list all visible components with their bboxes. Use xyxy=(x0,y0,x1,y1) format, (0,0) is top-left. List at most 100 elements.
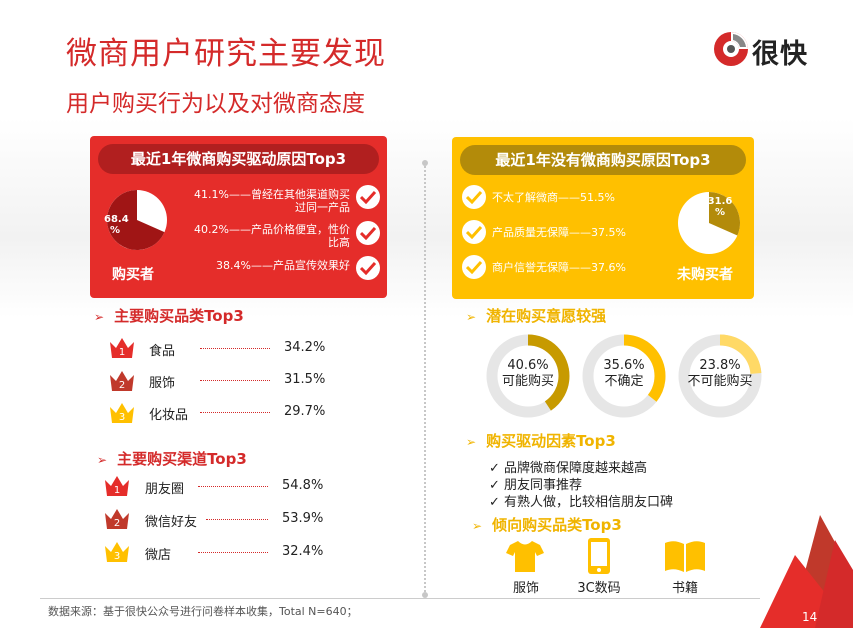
page-title: 微商用户研究主要发现 xyxy=(66,36,386,72)
dotted-leader xyxy=(200,380,270,381)
check-icon xyxy=(462,255,486,279)
buyer-reason: 41.1%——曾经在其他渠道购买 过同一产品 xyxy=(174,188,350,214)
categories-title-text: 主要购买品类Top3 xyxy=(114,307,244,325)
intent-ring-text: 可能购买 xyxy=(501,374,554,389)
nonbuyer-reason: 商户信誉无保障——37.6% xyxy=(492,261,626,274)
buyer-reason-line: 比高 xyxy=(328,236,350,249)
check-icon xyxy=(356,256,380,280)
phone-icon xyxy=(588,538,610,574)
buyer-reason-line: 41.1%——曾经在其他渠道购买 xyxy=(194,188,350,201)
intent-ring-percent: 23.8% xyxy=(699,358,741,373)
crown-rank-number: 3 xyxy=(119,412,125,423)
nonbuyer-pie-slice xyxy=(709,192,740,236)
crown-rank-1-icon: 1 xyxy=(105,476,129,496)
buyer-reason-line: 过同一产品 xyxy=(295,201,350,214)
divider-dot xyxy=(422,160,428,166)
category-name: 化妆品 xyxy=(149,408,189,423)
nonbuyer-card-header: 最近1年没有微商购买原因Top3 xyxy=(460,145,746,175)
preferred-title-text: 倾向购买品类Top3 xyxy=(492,516,622,534)
center-divider xyxy=(424,163,426,595)
intent-ring-percent: 40.6% xyxy=(507,358,549,373)
page-subtitle: 用户购买行为以及对微商态度 xyxy=(66,91,365,117)
preferred-label: 服饰 xyxy=(512,581,539,596)
intent-ring-label: 23.8% 不可能购买 xyxy=(677,358,763,390)
channel-name: 朋友圈 xyxy=(145,482,185,497)
buyer-pie-label: 68.4 % xyxy=(104,214,129,236)
dotted-leader xyxy=(206,519,268,520)
intent-title-text: 潜在购买意愿较强 xyxy=(486,307,607,325)
logo: 很快 xyxy=(712,30,822,70)
preferred-label: 3C数码 xyxy=(577,581,621,596)
channel-value: 32.4% xyxy=(282,544,324,559)
nonbuyer-card: 最近1年没有微商购买原因Top3 不太了解微商——51.5% 产品质量无保障——… xyxy=(452,137,754,299)
nonbuyer-pie-unit: % xyxy=(714,207,726,218)
intent-ring-uncertain xyxy=(582,334,666,418)
arrow-icon: ➢ xyxy=(94,310,105,324)
channel-name: 微信好友 xyxy=(145,515,198,530)
divider-dot xyxy=(422,592,428,598)
crown-rank-3-icon: 3 xyxy=(105,542,129,562)
check-icon xyxy=(462,185,486,209)
nonbuyer-pie-chart xyxy=(678,192,740,254)
logo-mark-icon xyxy=(714,32,748,66)
intent-ring-label: 40.6% 可能购买 xyxy=(485,358,571,390)
dotted-leader xyxy=(200,412,270,413)
nonbuyer-reason: 产品质量无保障——37.5% xyxy=(492,226,626,239)
buyer-label: 购买者 xyxy=(112,267,154,283)
intent-ring-arc xyxy=(486,334,570,418)
category-name: 食品 xyxy=(149,344,176,359)
crown-rank-number: 1 xyxy=(119,347,125,358)
crown-rank-2-icon: 2 xyxy=(110,371,134,391)
nonbuyer-pie-percent: 31.6 xyxy=(707,196,733,207)
crown-rank-2-icon: 2 xyxy=(105,509,129,529)
buyer-reason-line: 38.4%——产品宣传效果好 xyxy=(216,259,350,272)
driver-item: ✓ 朋友同事推荐 xyxy=(489,478,583,493)
drivers-title-text: 购买驱动因素Top3 xyxy=(486,432,616,450)
nonbuyer-reason: 不太了解微商——51.5% xyxy=(492,191,615,204)
buyer-pie-slice xyxy=(107,190,165,250)
crown-rank-number: 3 xyxy=(114,551,120,562)
channel-name: 微店 xyxy=(145,548,172,563)
arrow-icon: ➢ xyxy=(97,453,108,467)
dotted-leader xyxy=(198,486,268,487)
channel-value: 53.9% xyxy=(282,511,324,526)
categories-section-title: ➢ 主要购买品类Top3 xyxy=(94,305,244,326)
crown-rank-1-icon: 1 xyxy=(110,338,134,358)
check-icon xyxy=(462,220,486,244)
buyer-card-header: 最近1年微商购买驱动原因Top3 xyxy=(98,144,379,174)
data-source-note: 数据来源：基于很快公众号进行问卷样本收集，Total N=640； xyxy=(48,605,358,618)
crown-rank-number: 2 xyxy=(119,380,125,391)
page-number: 14 xyxy=(802,610,818,624)
driver-item: ✓ 品牌微商保障度越来越高 xyxy=(489,461,648,476)
check-icon xyxy=(356,185,380,209)
footer-rule xyxy=(40,598,760,599)
corner-decoration xyxy=(760,515,853,628)
nonbuyer-card-title: 最近1年没有微商购买原因Top3 xyxy=(495,151,711,169)
check-icon xyxy=(356,221,380,245)
intent-ring-unlikely xyxy=(678,334,762,418)
category-value: 34.2% xyxy=(284,340,326,355)
intent-ring-likely xyxy=(486,334,570,418)
buyer-reason: 40.2%——产品价格便宜，性价 比高 xyxy=(174,223,350,249)
dotted-leader xyxy=(200,348,270,349)
channels-section-title: ➢ 主要购买渠道Top3 xyxy=(97,448,247,469)
preferred-label: 书籍 xyxy=(671,581,698,596)
intent-ring-arc xyxy=(678,334,762,418)
buyer-pie-percent: 68.4 xyxy=(104,214,129,225)
driver-item: ✓ 有熟人做，比较相信朋友口碑 xyxy=(489,495,674,510)
drivers-section-title: ➢ 购买驱动因素Top3 xyxy=(466,430,616,451)
crown-rank-number: 1 xyxy=(114,485,120,496)
arrow-icon: ➢ xyxy=(472,519,483,533)
crown-rank-number: 2 xyxy=(114,518,120,529)
intent-ring-text: 不可能购买 xyxy=(687,374,753,389)
category-value: 31.5% xyxy=(284,372,326,387)
arrow-icon: ➢ xyxy=(466,435,477,449)
channel-value: 54.8% xyxy=(282,478,324,493)
buyer-pie-chart xyxy=(107,190,167,250)
buyer-reason: 38.4%——产品宣传效果好 xyxy=(174,259,350,272)
book-icon xyxy=(665,541,705,572)
logo-text: 很快 xyxy=(752,39,808,70)
category-value: 29.7% xyxy=(284,404,326,419)
intent-section-title: ➢ 潜在购买意愿较强 xyxy=(466,305,606,326)
buyer-card-title: 最近1年微商购买驱动原因Top3 xyxy=(130,150,347,168)
